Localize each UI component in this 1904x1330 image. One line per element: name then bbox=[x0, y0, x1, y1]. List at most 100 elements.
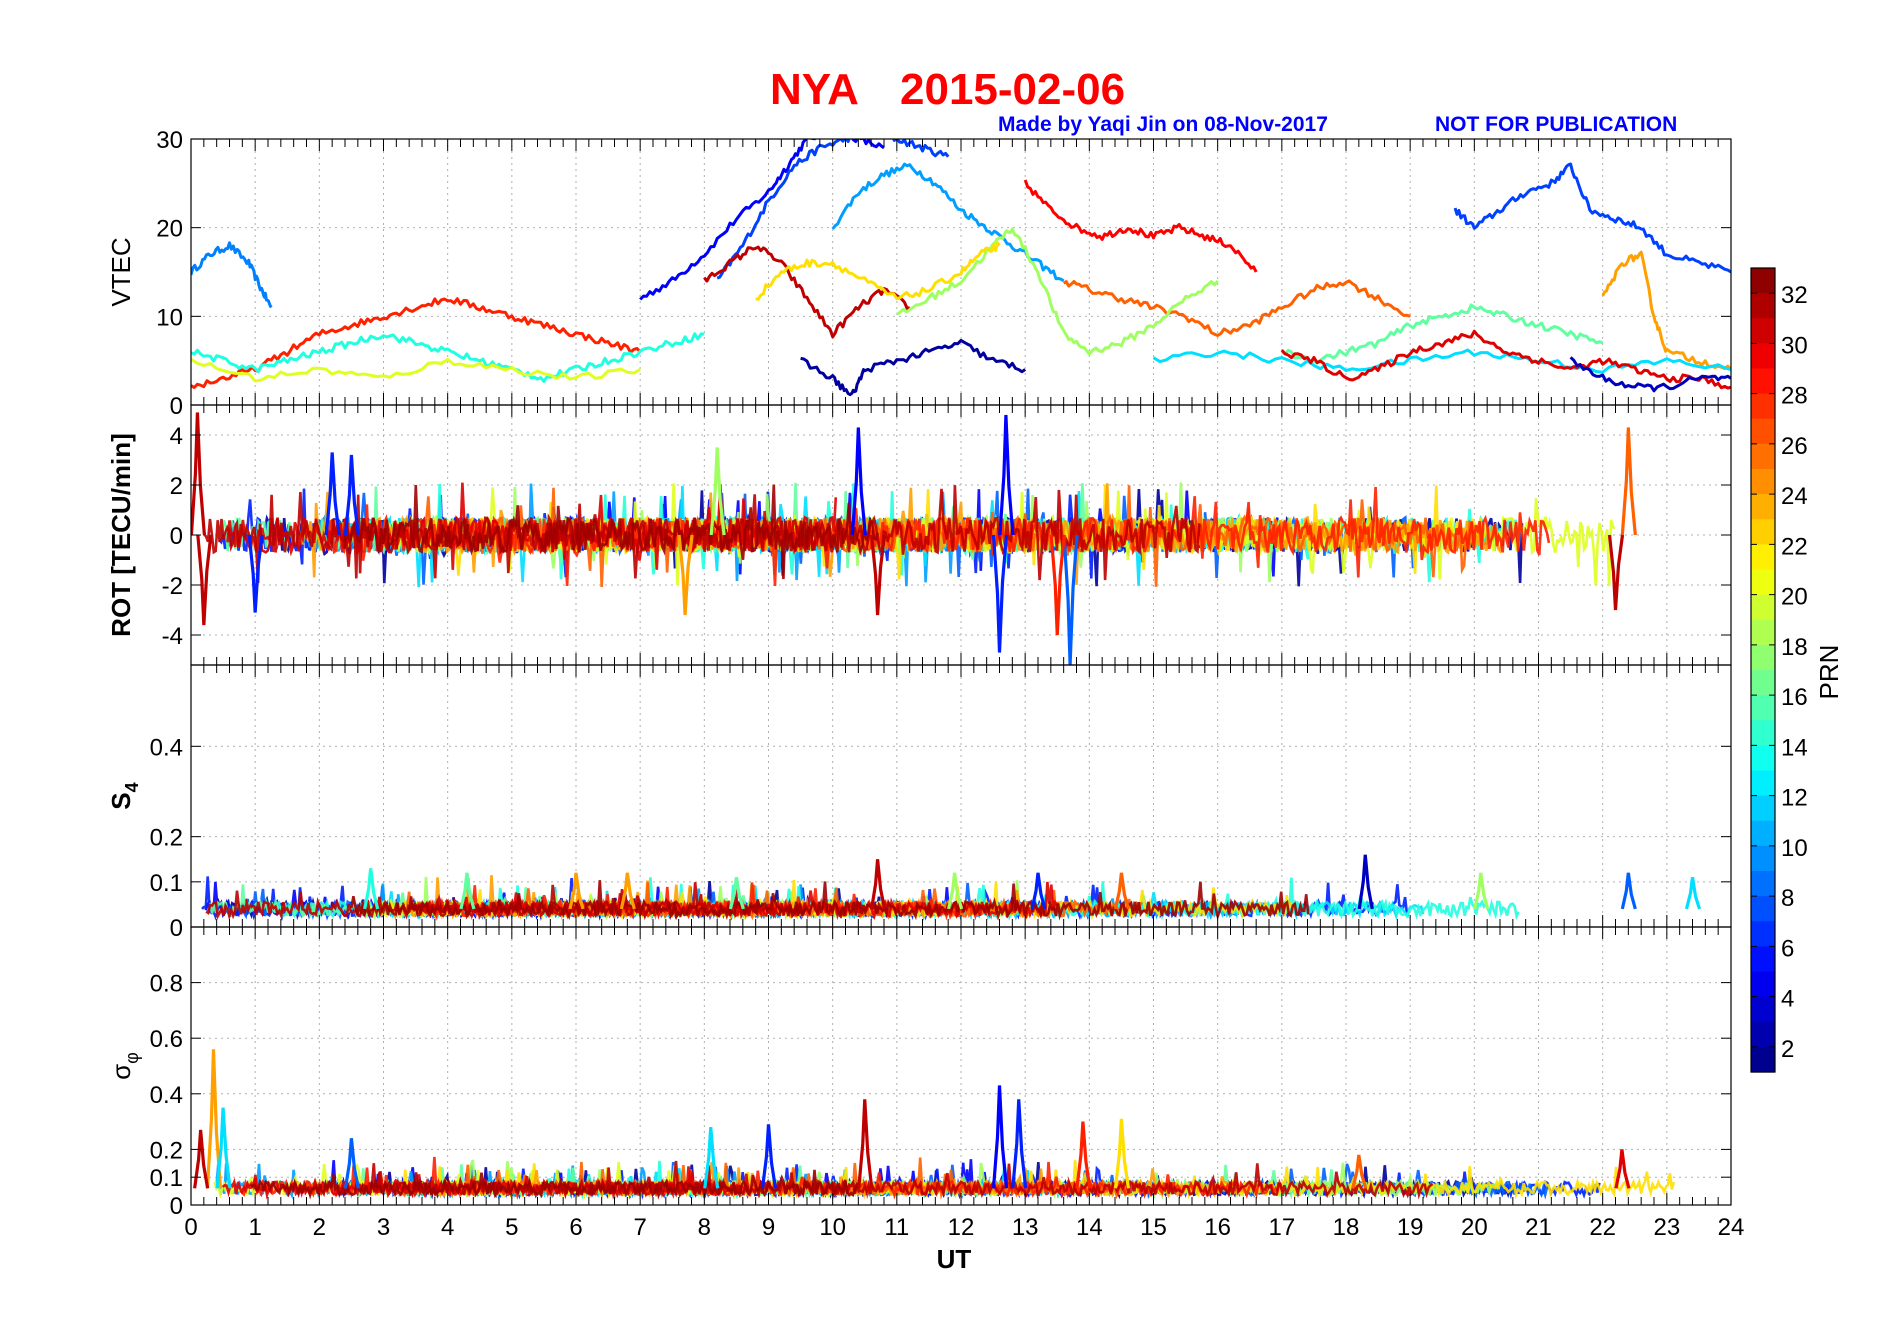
x-tick-label: 6 bbox=[569, 1214, 582, 1241]
x-tick-label: 16 bbox=[1204, 1214, 1231, 1241]
vtec-series-prn-3 bbox=[1569, 356, 1731, 393]
s4-spike bbox=[1473, 872, 1490, 910]
sigma_phi-series bbox=[193, 1049, 1676, 1200]
colorbar-segment bbox=[1751, 619, 1775, 646]
rot-spike bbox=[709, 447, 726, 536]
rot-series bbox=[191, 412, 1637, 665]
colorbar-segment bbox=[1751, 368, 1775, 395]
y-axis-label-vtec: VTEC bbox=[106, 237, 136, 306]
colorbar-tick-label: 14 bbox=[1781, 734, 1808, 761]
vtec-series-prn-24 bbox=[1601, 250, 1731, 371]
y-axis-label-rot: ROT [TECU/min] bbox=[106, 433, 136, 637]
panel-vtec: 0 10 20 30 VTEC bbox=[106, 127, 1732, 420]
colorbar-segment bbox=[1751, 519, 1775, 545]
s4-spike bbox=[619, 872, 636, 910]
s4-spike bbox=[1620, 872, 1637, 910]
vtec-series-prn-14 bbox=[191, 332, 705, 383]
s4-ytick-label: 0.4 bbox=[150, 734, 183, 761]
vtec-series-prn-30 bbox=[1280, 329, 1731, 390]
rot-spike bbox=[998, 414, 1015, 536]
s4-spike bbox=[728, 877, 745, 910]
sigma_phi-spike bbox=[1011, 1099, 1028, 1189]
vtec-series bbox=[191, 139, 1731, 397]
sigma_phi-spike bbox=[343, 1138, 360, 1189]
colorbar-tick-label: 28 bbox=[1781, 383, 1808, 410]
colorbar-tick-label: 4 bbox=[1781, 986, 1794, 1013]
s4-ytick-label: 0 bbox=[170, 915, 183, 942]
s4-spike bbox=[1684, 877, 1702, 910]
rot-ytick-label: 0 bbox=[170, 523, 183, 550]
colorbar-segment bbox=[1751, 996, 1775, 1023]
colorbar-segment bbox=[1751, 343, 1775, 370]
rot-spike bbox=[324, 452, 341, 536]
notice-text: NOT FOR PUBLICATION bbox=[1435, 113, 1677, 136]
sigma_phi-spike bbox=[1075, 1121, 1092, 1189]
x-tick-label: 13 bbox=[1012, 1214, 1039, 1241]
colorbar-segment bbox=[1751, 293, 1775, 319]
sigma_phi-trace-prn-32 bbox=[249, 1169, 860, 1200]
x-tick-label: 21 bbox=[1525, 1214, 1552, 1241]
rot-spike bbox=[1607, 534, 1625, 611]
rot-ytick-label: 4 bbox=[170, 423, 183, 450]
vtec-series-prn-9 bbox=[191, 241, 273, 309]
colorbar-tick-label: 32 bbox=[1781, 282, 1808, 309]
colorbar-tick-label: 6 bbox=[1781, 935, 1794, 962]
x-tick-label: 23 bbox=[1653, 1214, 1680, 1241]
colorbar-segment bbox=[1751, 393, 1775, 420]
s4-series bbox=[201, 854, 1702, 922]
x-tick-label: 9 bbox=[762, 1214, 775, 1241]
colorbar-segment bbox=[1751, 795, 1775, 822]
rot-spike bbox=[343, 454, 361, 536]
vtec-ytick-label: 30 bbox=[156, 127, 183, 154]
rot-ytick-label: -4 bbox=[162, 623, 183, 650]
sigma_phi-ytick-label: 0.8 bbox=[150, 971, 183, 998]
sigma_phi-ytick-label: 0.2 bbox=[150, 1137, 183, 1164]
rot-spike bbox=[1620, 427, 1637, 536]
vtec-series-prn-31 bbox=[703, 245, 911, 339]
colorbar-tick-label: 22 bbox=[1781, 533, 1808, 560]
rot-spike bbox=[677, 534, 694, 616]
x-tick-label: 5 bbox=[505, 1214, 518, 1241]
sigma_phi-spike bbox=[193, 1129, 210, 1189]
x-tick-label: 22 bbox=[1589, 1214, 1616, 1241]
s4-spike bbox=[947, 872, 964, 910]
colorbar-segment bbox=[1751, 594, 1775, 621]
rot-spike bbox=[850, 427, 867, 536]
x-tick-label: 4 bbox=[441, 1214, 454, 1241]
colorbar-tick-label: 12 bbox=[1781, 785, 1808, 812]
colorbar-segment bbox=[1751, 469, 1775, 495]
title-date: 2015-02-06 bbox=[900, 65, 1125, 114]
x-tick-label: 20 bbox=[1461, 1214, 1488, 1241]
sigma_phi-spike bbox=[991, 1085, 1009, 1189]
rot-spike bbox=[1049, 534, 1066, 636]
colorbar-tick-label: 8 bbox=[1781, 885, 1794, 912]
colorbar-tick-label: 30 bbox=[1781, 332, 1808, 359]
colorbar-segment bbox=[1751, 820, 1775, 847]
sigma_phi-ytick-label: 0 bbox=[170, 1193, 183, 1220]
x-tick-label: 17 bbox=[1268, 1214, 1295, 1241]
colorbar-segment bbox=[1751, 544, 1775, 571]
vtec-series-prn-7 bbox=[1453, 162, 1731, 274]
x-tick-label: 15 bbox=[1140, 1214, 1167, 1241]
vtec-ytick-label: 0 bbox=[170, 393, 183, 420]
s4-spike bbox=[1030, 872, 1047, 910]
rot-spike bbox=[196, 534, 213, 626]
colorbar-segment bbox=[1751, 946, 1775, 973]
x-tick-label: 1 bbox=[248, 1214, 261, 1241]
x-tick-label: 11 bbox=[884, 1214, 909, 1241]
colorbar-tick-label: 18 bbox=[1781, 634, 1808, 661]
colorbar-tick-label: 2 bbox=[1781, 1036, 1794, 1063]
vtec-series-prn-20 bbox=[191, 357, 641, 383]
x-tick-label: 12 bbox=[948, 1214, 975, 1241]
colorbar-tick-label: 24 bbox=[1781, 483, 1808, 510]
rot-spike bbox=[247, 534, 264, 613]
s4-spike bbox=[459, 872, 476, 910]
colorbar-segment bbox=[1751, 418, 1775, 445]
rot-ytick-label: -2 bbox=[162, 573, 183, 600]
colorbar-segment bbox=[1751, 268, 1775, 294]
x-tick-label: 7 bbox=[633, 1214, 646, 1241]
rot-spike bbox=[1062, 534, 1079, 665]
colorbar-segment bbox=[1751, 896, 1775, 922]
